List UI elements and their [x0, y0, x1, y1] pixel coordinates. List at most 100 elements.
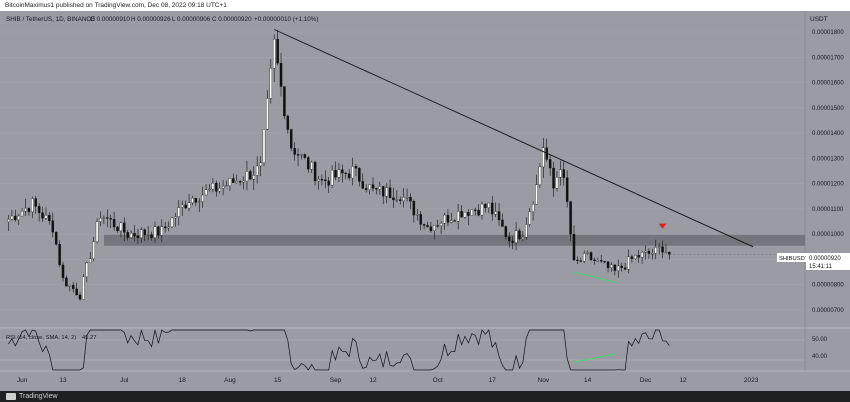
candle: [242, 180, 245, 183]
candle: [307, 157, 310, 170]
candle: [637, 255, 640, 258]
candle: [133, 233, 136, 236]
candle: [85, 262, 89, 278]
candle: [477, 209, 480, 216]
candle: [184, 204, 187, 209]
candle: [470, 209, 474, 216]
candle: [92, 241, 95, 259]
candle: [651, 253, 654, 255]
candle: [446, 214, 450, 223]
candle: [419, 214, 422, 225]
candle: [296, 154, 300, 156]
candle: [562, 169, 566, 178]
legend-open: O 0.00000910: [90, 16, 130, 23]
candle: [198, 201, 201, 203]
candle: [320, 179, 324, 181]
time-tick-label: Aug: [224, 377, 236, 384]
time-tick-label: 15: [274, 377, 282, 384]
candle: [657, 246, 661, 248]
candle: [364, 188, 368, 190]
time-axis-layer: Jun 13 Jul 18 Aug 15 Sep 12 Oct 17 Nov 14 Dec 12 2023: [17, 377, 759, 384]
candle: [180, 204, 184, 208]
candle: [576, 259, 579, 261]
candle: [99, 218, 102, 222]
candle: [266, 98, 269, 130]
chart-area[interactable]: 0.00001800 0.00001700 0.00001600 0.00001500…: [0, 11, 850, 391]
candle: [620, 265, 623, 268]
candle: [232, 178, 235, 183]
price-badge-timer: 15:41:11: [809, 264, 833, 270]
candle: [634, 255, 637, 260]
candle: [511, 240, 514, 243]
candle: [123, 222, 126, 233]
candle: [344, 172, 347, 174]
price-tick-label: 0.00001600: [812, 81, 844, 87]
candle: [286, 115, 290, 130]
time-tick-label: Jun: [17, 377, 28, 384]
candle: [58, 244, 61, 266]
rsi-tick-50: 50.00: [812, 337, 828, 343]
candle: [204, 189, 208, 196]
chart-background: [0, 11, 850, 391]
legend-change: +0.00000010 (+1.10%): [254, 16, 318, 23]
candle: [385, 187, 388, 197]
candle: [559, 169, 562, 178]
candle: [606, 261, 610, 268]
candle: [327, 180, 330, 186]
candle: [82, 276, 85, 300]
candles-layer: [7, 29, 671, 301]
candle: [259, 162, 262, 167]
price-tick-label: 0.00001000: [812, 232, 844, 238]
candle: [436, 225, 439, 227]
legend-close: C 0.00000920: [212, 16, 252, 23]
footer-brand: TradingView: [0, 391, 850, 402]
candle: [48, 215, 51, 221]
candle: [640, 252, 644, 258]
candle: [228, 178, 232, 186]
publish-header: BitcoinMaximus1 published on TradingView…: [0, 0, 850, 11]
candle: [371, 184, 375, 189]
candle: [34, 198, 37, 207]
candle: [293, 147, 296, 155]
candle: [402, 197, 405, 201]
candle: [473, 209, 477, 211]
candle: [388, 187, 392, 198]
candle: [375, 188, 378, 190]
candle: [654, 247, 657, 254]
candle: [497, 211, 501, 221]
candle: [456, 211, 460, 222]
price-axis-unit: USDT: [810, 16, 828, 23]
descending-trendline: [274, 29, 754, 248]
candle: [235, 181, 238, 183]
candle: [24, 207, 27, 212]
candle: [330, 169, 334, 186]
price-tick-label: 0.00001100: [812, 207, 844, 213]
candle: [337, 169, 341, 178]
price-tick-label: 0.00000800: [812, 283, 844, 289]
candle: [586, 252, 589, 254]
candle: [358, 168, 361, 182]
candle: [433, 225, 436, 231]
candle: [54, 231, 58, 245]
candle: [334, 169, 337, 178]
candle: [644, 250, 647, 253]
tradingview-logo-icon: [6, 392, 16, 400]
candle: [71, 284, 75, 290]
candle: [508, 236, 511, 242]
candle: [37, 206, 41, 213]
candle: [89, 258, 92, 263]
candle: [422, 224, 426, 226]
rsi-value: 45.27: [82, 335, 97, 341]
candle: [593, 259, 596, 261]
support-zone-layer: [104, 234, 805, 246]
candle: [579, 260, 583, 262]
candle: [535, 184, 538, 205]
candle: [542, 147, 545, 168]
candle: [405, 197, 409, 199]
time-tick-label: 2023: [744, 377, 759, 384]
candle: [78, 294, 82, 300]
candle: [119, 222, 123, 232]
price-badge: 0.00000920 15:41:11: [806, 253, 850, 270]
symbol-badge: SHIBUSDT: [777, 253, 809, 262]
candle: [177, 207, 181, 217]
